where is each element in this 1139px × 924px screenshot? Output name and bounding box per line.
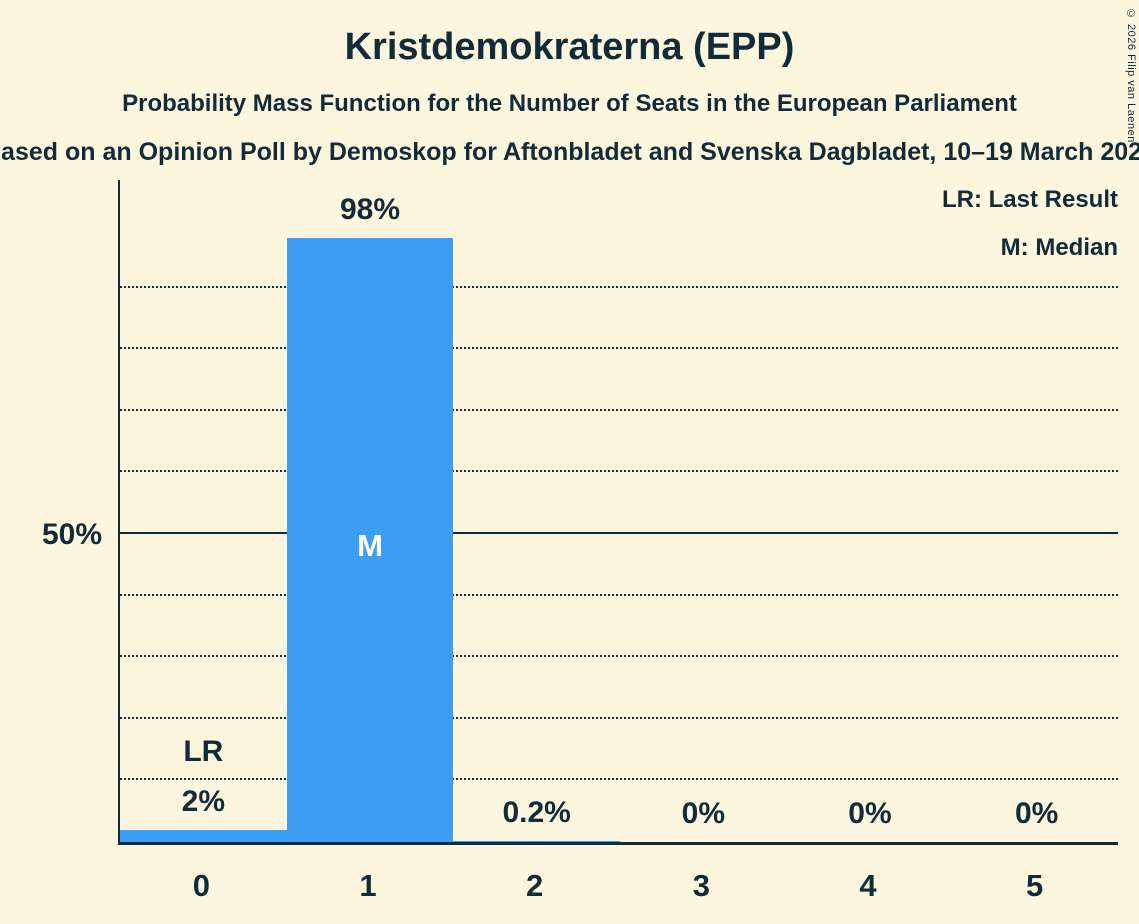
bar-column-seat-2: 0.2% [453,180,620,842]
bar-column-seat-4: 0% [787,180,954,842]
bar-value-label-seat-2: 0.2% [502,795,571,829]
plot-area: 2% LR 98% M 0.2% 0% 0% 0% [118,180,1118,845]
x-axis-tick-label-1: 1 [359,868,377,903]
bar-seat-1 [286,238,454,842]
bar-value-label-seat-3: 0% [681,797,725,830]
x-axis-tick-label-3: 3 [692,868,710,903]
legend-median: M: Median [1000,234,1118,261]
x-axis-tick-label-4: 4 [859,868,877,903]
last-result-label: LR [183,734,224,768]
gridline-10pct [120,778,1118,781]
gridline-70pct [120,408,1118,411]
bar-value-label-seat-1: 98% [339,193,400,227]
bar-value-label-seat-5: 0% [1014,797,1059,830]
gridline-20pct [120,716,1118,719]
bar-column-seat-5: 0% [953,180,1120,842]
gridline-90pct [120,285,1118,288]
gridline-50pct [120,532,1118,534]
x-axis-tick-label-5: 5 [1026,868,1044,903]
legend-last-result: LR: Last Result [941,186,1118,213]
x-axis-tick-label-2: 2 [526,868,544,903]
copyright-notice: © 2026 Filip van Laenen [1125,8,1137,143]
gridline-40pct [120,593,1118,596]
gridline-80pct [120,347,1118,350]
bar-column-seat-0: 2% LR [120,180,287,842]
gridline-60pct [120,470,1118,473]
bar-column-seat-1: 98% M [286,180,454,842]
chart-source-line: Based on an Opinion Poll by Demoskop for… [0,138,1139,166]
x-axis-tick-label-0: 0 [192,868,210,903]
bar-value-label-seat-0: 2% [181,784,225,818]
gridline-30pct [120,655,1118,658]
chart-subtitle: Probability Mass Function for the Number… [122,90,1017,117]
bar-value-label-seat-4: 0% [848,797,892,830]
y-axis-50pct-label: 50% [41,518,102,551]
median-label: M [357,528,383,563]
bar-column-seat-3: 0% [620,180,787,842]
chart-title: Kristdemokraterna (EPP) [344,26,795,68]
bar-seat-0 [120,829,287,842]
bar-seat-2 [453,840,620,842]
